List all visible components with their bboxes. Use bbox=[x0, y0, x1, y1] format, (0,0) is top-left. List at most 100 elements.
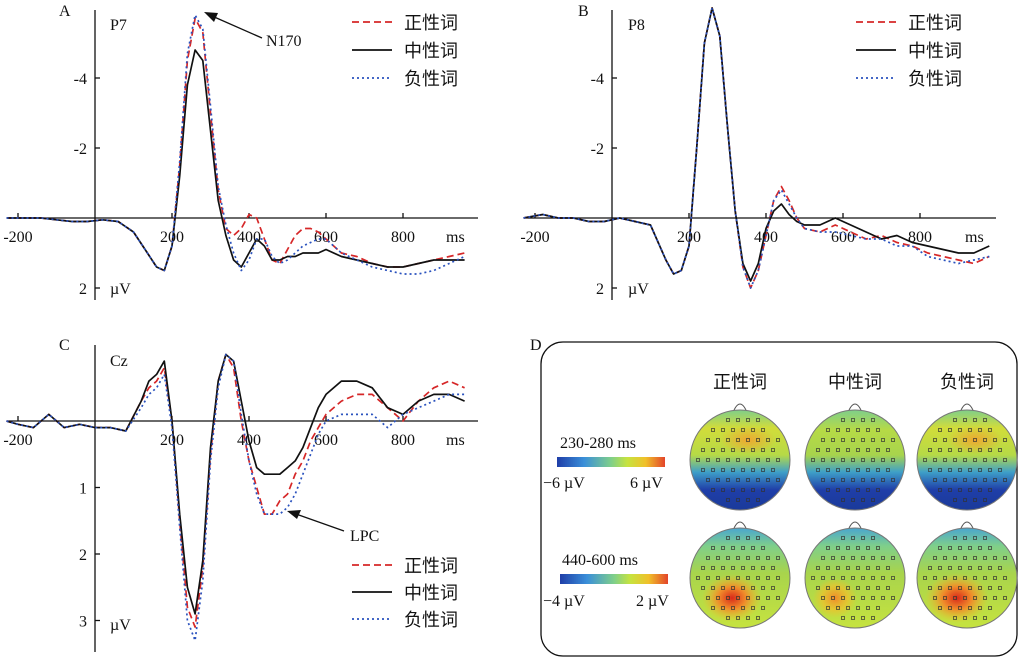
electrode-marker bbox=[876, 566, 880, 570]
electrode-marker bbox=[993, 478, 997, 482]
electrode-marker bbox=[851, 458, 855, 462]
electrode-marker bbox=[851, 616, 855, 620]
electrode-marker bbox=[953, 616, 957, 620]
electrode-marker bbox=[726, 458, 730, 462]
electrode-marker bbox=[711, 468, 715, 472]
electrode-marker bbox=[953, 536, 957, 540]
electrode-marker bbox=[866, 606, 870, 610]
electrode-label: P7 bbox=[110, 17, 127, 34]
electrode-marker bbox=[756, 438, 760, 442]
electrode-marker bbox=[761, 448, 765, 452]
electrode-marker bbox=[746, 576, 750, 580]
electrode-marker bbox=[948, 546, 952, 550]
electrode-marker bbox=[998, 468, 1002, 472]
time-window-label: 230-280 ms bbox=[560, 435, 636, 452]
electrode-marker bbox=[711, 586, 715, 590]
y-unit-label: µV bbox=[110, 617, 131, 634]
electrode-marker bbox=[856, 488, 860, 492]
electrode-marker bbox=[766, 478, 770, 482]
colorbar-max-label: 6 µV bbox=[630, 475, 663, 492]
electrode-marker bbox=[881, 478, 885, 482]
panel-d-label: D bbox=[530, 337, 542, 354]
electrode-marker bbox=[696, 458, 700, 462]
electrode-marker bbox=[761, 468, 765, 472]
electrode-marker bbox=[978, 488, 982, 492]
electrode-marker bbox=[841, 616, 845, 620]
electrode-marker bbox=[701, 468, 705, 472]
electrode-marker bbox=[983, 438, 987, 442]
electrode-marker bbox=[923, 458, 927, 462]
electrode-marker bbox=[891, 478, 895, 482]
y-tick-label: 2 bbox=[596, 281, 604, 298]
electrode-label: Cz bbox=[110, 353, 128, 370]
electrode-marker bbox=[756, 536, 760, 540]
electrode-marker bbox=[746, 536, 750, 540]
electrode-marker bbox=[871, 576, 875, 580]
electrode-marker bbox=[716, 576, 720, 580]
electrode-marker bbox=[856, 428, 860, 432]
panel-a-label: A bbox=[59, 3, 71, 20]
electrode-marker bbox=[963, 556, 967, 560]
electrode-marker bbox=[938, 546, 942, 550]
electrode-marker bbox=[756, 498, 760, 502]
electrode-marker bbox=[856, 546, 860, 550]
legend-label: 正性词 bbox=[908, 13, 962, 34]
condition-label: 中性词 bbox=[828, 372, 882, 393]
electrode-marker bbox=[741, 606, 745, 610]
electrode-marker bbox=[846, 428, 850, 432]
electrode-markers bbox=[923, 536, 1007, 620]
electrode-marker bbox=[716, 478, 720, 482]
electrode-marker bbox=[746, 556, 750, 560]
electrode-marker bbox=[711, 428, 715, 432]
colorbar-min-label: −6 µV bbox=[543, 475, 585, 492]
electrode-marker bbox=[726, 418, 730, 422]
y-tick-label: 1 bbox=[79, 481, 87, 498]
electrode-marker bbox=[958, 448, 962, 452]
electrode-marker bbox=[816, 566, 820, 570]
series-line bbox=[6, 49, 465, 272]
x-tick-label: -200 bbox=[520, 229, 549, 246]
electrode-marker bbox=[756, 616, 760, 620]
electrode-marker bbox=[846, 586, 850, 590]
electrode-marker bbox=[891, 458, 895, 462]
x-tick-label: 800 bbox=[908, 229, 932, 246]
electrode-marker bbox=[968, 566, 972, 570]
electrode-marker bbox=[826, 566, 830, 570]
electrode-marker bbox=[716, 556, 720, 560]
electrode-marker bbox=[821, 478, 825, 482]
electrode-label: P8 bbox=[628, 17, 645, 34]
electrode-marker bbox=[943, 438, 947, 442]
electrode-marker bbox=[766, 556, 770, 560]
electrode-marker bbox=[988, 586, 992, 590]
electrode-marker bbox=[711, 546, 715, 550]
electrode-marker bbox=[846, 546, 850, 550]
electrode-marker bbox=[943, 458, 947, 462]
electrode-marker bbox=[706, 458, 710, 462]
electrode-marker bbox=[751, 448, 755, 452]
electrode-marker bbox=[716, 596, 720, 600]
electrode-marker bbox=[816, 448, 820, 452]
electrode-marker bbox=[851, 596, 855, 600]
electrode-marker bbox=[741, 428, 745, 432]
legend-label: 中性词 bbox=[404, 583, 458, 604]
electrode-marker bbox=[851, 498, 855, 502]
electrode-marker bbox=[871, 458, 875, 462]
electrode-marker bbox=[721, 468, 725, 472]
electrode-marker bbox=[736, 556, 740, 560]
electrode-markers bbox=[696, 418, 780, 502]
electrode-marker bbox=[866, 488, 870, 492]
electrode-marker bbox=[983, 536, 987, 540]
electrode-marker bbox=[706, 556, 710, 560]
x-tick-label: -200 bbox=[3, 229, 32, 246]
electrode-marker bbox=[861, 438, 865, 442]
electrode-marker bbox=[861, 418, 865, 422]
electrode-marker bbox=[938, 488, 942, 492]
x-tick-label: 200 bbox=[160, 432, 184, 449]
electrode-marker bbox=[998, 566, 1002, 570]
electrode-marker bbox=[761, 606, 765, 610]
electrode-marker bbox=[746, 596, 750, 600]
colorbar-gradient bbox=[560, 574, 668, 584]
electrode-marker bbox=[726, 556, 730, 560]
electrode-marker bbox=[988, 606, 992, 610]
